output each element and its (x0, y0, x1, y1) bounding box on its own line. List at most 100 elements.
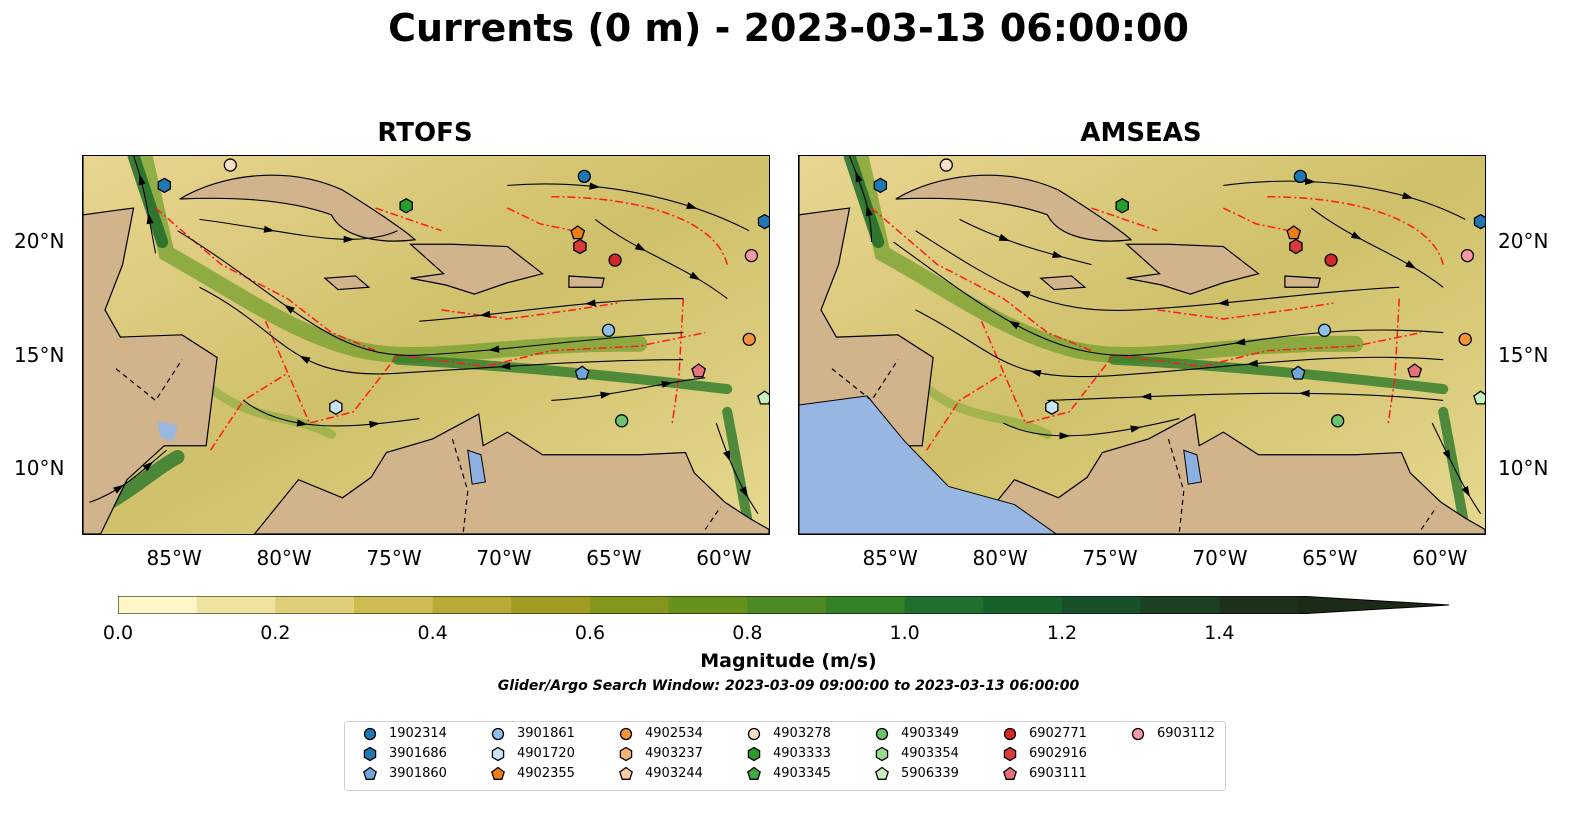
streamline-arrow (499, 362, 511, 370)
colorbar-outline (118, 596, 1450, 614)
platform-marker (757, 213, 769, 230)
x-tick-label: 85°W (146, 546, 202, 570)
colorbar-segment (826, 596, 906, 614)
jamaica-landmass (1039, 275, 1087, 291)
search-window-caption: Glider/Argo Search Window: 2023-03-09 09… (497, 678, 1080, 694)
legend-marker (491, 746, 505, 761)
current-jet (911, 373, 1052, 439)
current-jet (722, 406, 755, 534)
platform-marker (1473, 213, 1485, 230)
streamline-arrow (1030, 369, 1042, 377)
streamline-arrow (1405, 260, 1417, 269)
streamline (177, 230, 684, 356)
streamline (959, 218, 1092, 266)
cuba-landmass (895, 174, 1133, 242)
streamline-arrow (142, 461, 154, 472)
current-jet (1108, 354, 1449, 395)
legend-label: 4903237 (645, 746, 703, 761)
legend-entry: 4903345 (747, 766, 831, 781)
colorbar-segment (432, 596, 512, 614)
streamline (507, 183, 750, 232)
platform-marker (570, 225, 586, 240)
central-america-landmass (83, 156, 218, 534)
x-tick-label: 75°W (366, 546, 422, 570)
legend-marker (1131, 727, 1145, 740)
streamline-arrow (1304, 177, 1316, 185)
y-tick-label-left: 10°N (14, 456, 65, 480)
platform-marker (1473, 390, 1485, 405)
legend-marker (747, 727, 761, 740)
country-border (1420, 506, 1438, 530)
legend-entry: 3901861 (491, 726, 575, 741)
x-tick-label: 60°W (696, 546, 752, 570)
streamline (551, 377, 706, 402)
legend-entry: 6903111 (1003, 766, 1087, 781)
eez-boundary (980, 320, 1422, 424)
colorbar-segment (747, 596, 827, 614)
x-tick-label: 70°W (476, 546, 532, 570)
platform-marker (601, 323, 616, 337)
current-jet (1438, 406, 1471, 534)
platform-marker (1458, 332, 1472, 346)
puerto-rico-landmass (568, 275, 605, 288)
streamline-arrow (1246, 359, 1258, 367)
streamline (915, 230, 1400, 311)
colorbar-segment (1062, 596, 1142, 614)
streamline-arrow (584, 299, 596, 307)
streamline (915, 309, 1444, 378)
streamline-arrow (343, 235, 355, 243)
legend-entry: 4902355 (491, 766, 575, 781)
streamline (199, 286, 684, 375)
streamline-arrow (369, 420, 381, 428)
streamline-arrow (138, 174, 146, 186)
legend-entry: 6902916 (1003, 746, 1087, 761)
platform-marker (1115, 198, 1129, 214)
platform-marker (1460, 248, 1475, 263)
streamline-arrow (689, 271, 701, 281)
current-jet (392, 354, 733, 395)
current-jet (136, 156, 648, 364)
streamline-arrow (589, 182, 601, 190)
streamline-arrow (855, 171, 863, 183)
x-tick-label: 65°W (586, 546, 642, 570)
x-tick-label: 70°W (1192, 546, 1248, 570)
legend-marker (1003, 727, 1017, 740)
figure-title: Currents (0 m) - 2023-03-13 06:00:00 (388, 6, 1189, 50)
streamline (1431, 422, 1482, 514)
streamline-arrow (865, 205, 873, 217)
streamline (849, 156, 873, 243)
platform-marker (1293, 169, 1307, 184)
platform-marker (1045, 399, 1059, 415)
colorbar-tick-label: 0.6 (574, 622, 606, 644)
streamline-arrow (661, 380, 673, 388)
map-panel-amseas (798, 155, 1486, 535)
puerto-rico-landmass (1284, 275, 1321, 288)
streamline (1003, 418, 1180, 437)
legend-label: 3901686 (389, 746, 447, 761)
streamline (199, 218, 398, 240)
eez-boundary (551, 195, 728, 265)
legend-marker (363, 766, 377, 780)
x-tick-label: 80°W (972, 546, 1028, 570)
legend-marker (1003, 766, 1017, 780)
legend-entry: 3901686 (363, 746, 447, 761)
streamline-arrow (1234, 338, 1246, 346)
platform-marker (157, 177, 172, 194)
lake-nicaragua (157, 420, 178, 442)
platform-marker (873, 177, 888, 194)
colorbar-segment (1140, 596, 1220, 614)
streamline-arrow (1298, 389, 1310, 397)
legend-entry: 4903278 (747, 726, 831, 741)
legend-marker (619, 727, 633, 740)
streamline-arrow (263, 225, 275, 233)
streamline (133, 156, 157, 254)
colorbar-segment (1219, 596, 1299, 614)
jamaica-landmass (323, 275, 371, 291)
legend-marker (363, 746, 377, 761)
legend: 1902314 3901686 3901860 3901861 4901720 49023… (344, 721, 1226, 791)
streamline-arrow (1402, 192, 1414, 199)
platform-marker (573, 238, 587, 255)
legend-marker (619, 746, 633, 761)
legend-entry: 4903244 (619, 766, 703, 781)
colorbar-segment (196, 596, 276, 614)
